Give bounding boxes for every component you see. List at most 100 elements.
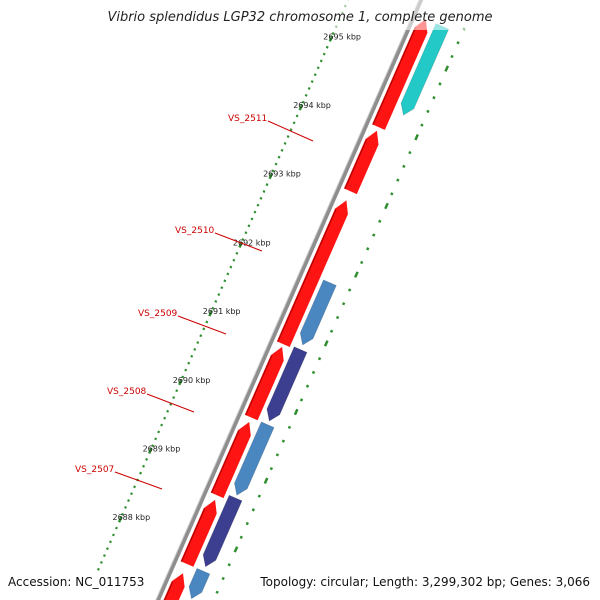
inner-tick-dashes: [215, 27, 466, 594]
genome-title: Vibrio splendidus LGP32 chromosome 1, co…: [107, 10, 493, 25]
inner-tick-dash: [420, 123, 424, 127]
gene-leader-line: [114, 471, 163, 490]
forward-gene-shadow: [163, 581, 174, 600]
minor-scale-tick: [271, 169, 275, 173]
minor-scale-tick: [115, 526, 118, 530]
inner-tick-dash: [444, 65, 450, 72]
minor-scale-tick: [193, 348, 197, 351]
gene-label: VS_2508: [107, 387, 147, 397]
scale-tick-label: 2694 kbp: [293, 101, 331, 110]
forward-gene-arrow: [180, 499, 217, 567]
inner-tick-dash: [426, 109, 430, 114]
inner-tick-dash: [360, 260, 364, 265]
inner-tick-dash: [366, 247, 370, 251]
minor-scale-tick: [235, 251, 239, 255]
forward-gene-arrow: [210, 422, 251, 499]
minor-scale-tick: [220, 286, 224, 290]
inner-tick-dash: [450, 54, 454, 59]
chromosome-backbone-highlight: [155, 0, 420, 600]
inner-tick-dash: [354, 271, 359, 278]
inner-tick-dash: [269, 466, 274, 471]
minor-scale-tick: [253, 210, 257, 214]
minor-scale-tick: [325, 45, 329, 49]
minor-scale-tick: [316, 66, 320, 70]
accession-text: Accession: NC_011753: [8, 575, 145, 589]
inner-tick-dash: [372, 233, 376, 237]
inner-tick-dash: [408, 150, 412, 155]
gene-labels: VS_2511 VS_2510 VS_2509 VS_2508 VS_2507: [75, 114, 314, 490]
backbone-layer: [155, 0, 424, 600]
minor-scale-tick: [286, 135, 290, 138]
minor-scale-tick: [133, 485, 136, 489]
forward-gene-arrow: [344, 130, 379, 195]
inner-tick-dash: [323, 340, 329, 347]
major-scale-tick: [117, 516, 123, 523]
inner-tick-dash: [390, 192, 394, 196]
minor-scale-tick: [96, 567, 100, 571]
minor-scale-tick: [226, 272, 230, 276]
scale-tick-label: 2691 kbp: [203, 307, 241, 316]
inner-tick-dash: [227, 563, 231, 567]
gene-label: VS_2507: [75, 465, 114, 475]
inner-tick-dash: [221, 576, 225, 581]
minor-scale-tick: [244, 231, 248, 235]
minor-scale-tick: [166, 409, 170, 413]
minor-scale-tick: [274, 162, 278, 166]
reverse-gene-arrow: [233, 421, 275, 496]
minor-scale-tick: [190, 354, 194, 358]
reverse-gene-arrow: [188, 567, 211, 600]
minor-scale-tick: [229, 265, 233, 269]
scale-tick-label: 2689 kbp: [143, 445, 181, 454]
inner-tick-dash: [293, 408, 299, 416]
scale-tick-label: 2690 kbp: [173, 376, 211, 385]
gene-leader-line: [214, 232, 263, 252]
minor-scale-tick: [196, 341, 200, 345]
major-scale-tick: [268, 172, 274, 180]
inner-tick-dash: [348, 288, 352, 292]
minor-scale-tick: [250, 217, 254, 221]
minor-scale-tick: [99, 560, 103, 564]
minor-scale-tick: [277, 155, 281, 159]
minor-scale-tick: [130, 492, 133, 496]
inner-tick-dash: [456, 41, 460, 45]
inner-tick-dash: [402, 164, 406, 169]
minor-scale-tick: [121, 512, 124, 516]
minor-scale-tick: [151, 444, 155, 448]
minor-scale-tick: [172, 396, 176, 400]
minor-scale-tick: [127, 499, 130, 503]
inner-tick-dash: [275, 453, 280, 457]
minor-scale-tick: [112, 533, 115, 537]
minor-scale-tick: [280, 148, 284, 152]
minor-scale-tick: [199, 334, 203, 338]
inner-tick-dash: [384, 202, 389, 210]
minor-scale-tick: [108, 540, 112, 544]
reverse-gene-arrow: [299, 279, 337, 346]
minor-scale-tick: [169, 402, 173, 406]
major-scale-tick: [147, 447, 153, 455]
scale-tick-label: 2688 kbp: [113, 513, 151, 522]
scale-tick-label: 2693 kbp: [263, 170, 301, 179]
inner-tick-dash: [329, 329, 334, 333]
inner-tick-dash: [251, 508, 255, 512]
reverse-strand-genes: [188, 22, 450, 600]
minor-scale-tick: [102, 554, 106, 558]
reverse-gene-arrow: [266, 346, 308, 422]
forward-gene-shadow: [180, 508, 206, 562]
minor-scale-tick: [292, 121, 296, 125]
minor-scale-tick: [241, 238, 245, 242]
minor-scale-tick: [211, 306, 215, 310]
minor-scale-tick: [313, 73, 317, 77]
forward-gene-shadow: [211, 430, 240, 494]
gene-label: VS_2511: [228, 114, 267, 124]
minor-scale-tick: [160, 423, 164, 427]
inner-tick-dash: [281, 439, 286, 443]
gene-leader-line: [177, 315, 227, 335]
forward-gene-arrow: [276, 200, 348, 347]
genome-summary-text: Topology: circular; Length: 3,299,302 bp…: [260, 575, 590, 589]
inner-tick-dash: [287, 425, 292, 430]
inner-tick-dash: [438, 82, 442, 86]
inner-tick-dash: [378, 219, 382, 223]
minor-scale-tick: [295, 114, 299, 118]
